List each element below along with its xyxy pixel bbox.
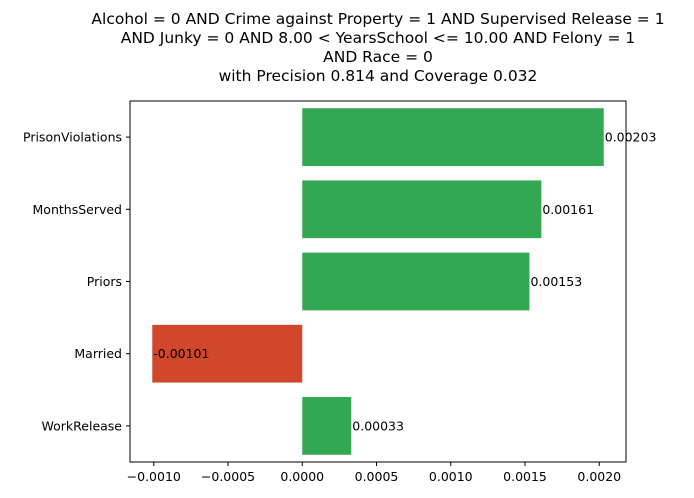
bar-WorkRelease bbox=[302, 397, 352, 455]
title-line-1: Alcohol = 0 AND Crime against Property =… bbox=[91, 10, 664, 28]
data-label-PrisonViolations: 0.00203 bbox=[605, 130, 657, 145]
data-label-MonthsServed: 0.00161 bbox=[542, 202, 594, 217]
data-label-Priors: 0.00153 bbox=[530, 274, 582, 289]
bar-MonthsServed bbox=[302, 180, 542, 239]
title-line-2: AND Junky = 0 AND 8.00 < YearsSchool <= … bbox=[121, 29, 636, 47]
data-label-WorkRelease: 0.00033 bbox=[352, 418, 404, 433]
x-tick-label-6: 0.0020 bbox=[577, 469, 621, 484]
x-tick-label-5: 0.0015 bbox=[503, 469, 547, 484]
x-tick-label-2: 0.0000 bbox=[280, 469, 324, 484]
title-line-3: AND Race = 0 bbox=[323, 48, 433, 66]
data-label-Married: -0.00101 bbox=[153, 346, 209, 361]
y-tick-label-Priors: Priors bbox=[87, 274, 122, 289]
x-tick-label-3: 0.0005 bbox=[355, 469, 399, 484]
y-tick-label-WorkRelease: WorkRelease bbox=[42, 418, 123, 433]
y-tick-label-MonthsServed: MonthsServed bbox=[33, 202, 122, 217]
bar-Priors bbox=[302, 252, 530, 311]
y-tick-label-PrisonViolations: PrisonViolations bbox=[23, 130, 122, 145]
x-tick-label-1: −0.0005 bbox=[201, 469, 255, 484]
chart-title: Alcohol = 0 AND Crime against Property =… bbox=[91, 10, 664, 85]
x-tick-label-0: −0.0010 bbox=[127, 469, 181, 484]
y-axis: PrisonViolations MonthsServed Priors Marrie… bbox=[23, 130, 130, 433]
bar-PrisonViolations bbox=[302, 108, 604, 166]
bar-Married bbox=[152, 324, 303, 383]
title-line-4: with Precision 0.814 and Coverage 0.032 bbox=[219, 67, 538, 85]
data-labels: 0.00203 0.00161 0.00153 -0.00101 0.00033 bbox=[153, 130, 656, 434]
bars bbox=[152, 108, 604, 455]
x-axis: −0.0010 −0.0005 0.0000 0.0005 0.0010 0.0015 0.… bbox=[127, 462, 621, 484]
y-tick-label-Married: Married bbox=[74, 346, 122, 361]
x-tick-label-4: 0.0010 bbox=[429, 469, 473, 484]
